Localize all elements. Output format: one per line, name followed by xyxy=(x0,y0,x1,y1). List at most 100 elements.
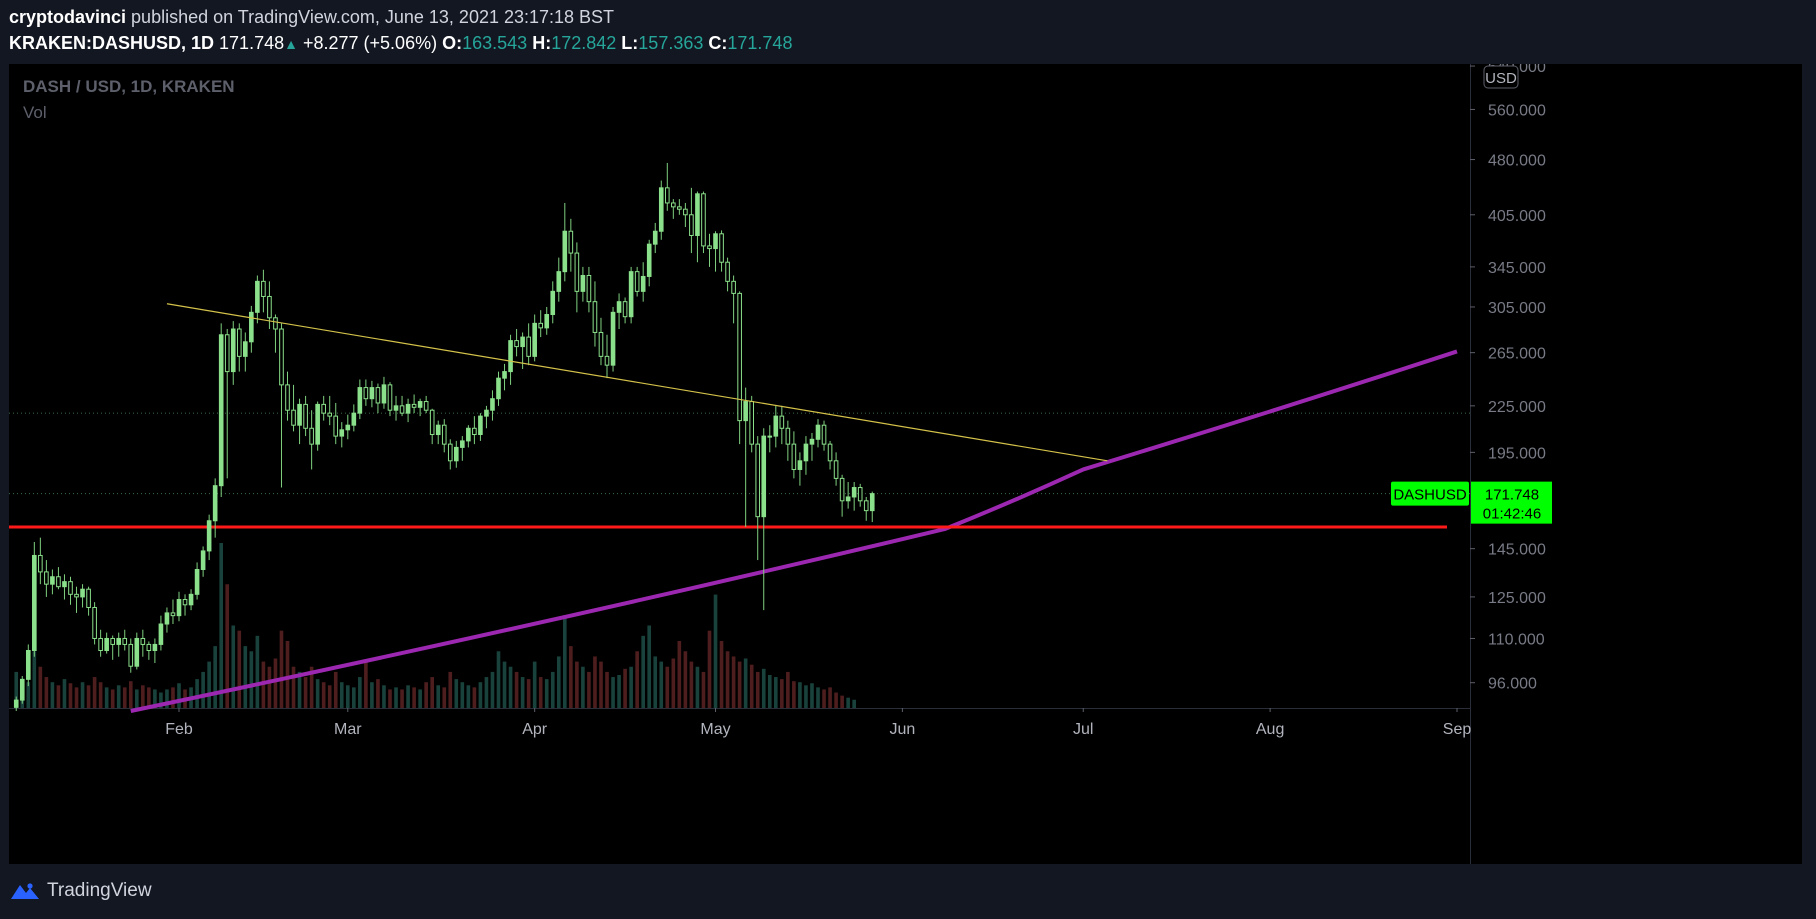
legend-title: DASH / USD, 1D, KRAKEN xyxy=(23,77,235,96)
candle-body xyxy=(689,214,694,236)
currency-button[interactable] xyxy=(1483,65,1519,89)
candle-body xyxy=(423,401,429,411)
currency-button-label: USD xyxy=(1485,70,1517,87)
volume-bar xyxy=(267,666,272,708)
volume-bar xyxy=(92,677,97,708)
candle-body xyxy=(152,643,158,652)
candle-body xyxy=(725,261,730,282)
volume-bar xyxy=(478,682,483,708)
candle-body xyxy=(297,403,302,426)
candle-body xyxy=(32,554,37,652)
candle-body xyxy=(538,322,544,329)
volume-bar xyxy=(243,646,248,708)
volume-bar xyxy=(436,685,441,708)
resistance-line[interactable] xyxy=(166,303,1108,462)
candle-body xyxy=(200,550,206,570)
candle-body xyxy=(170,612,176,617)
volume-bar xyxy=(68,683,73,708)
candle-body xyxy=(514,340,519,348)
volume-bar xyxy=(297,671,302,708)
volume-bar xyxy=(701,671,706,708)
candle-body xyxy=(50,576,55,585)
volume-bar xyxy=(719,640,724,708)
candle-body xyxy=(616,301,622,313)
symbol-price-tag xyxy=(1391,481,1469,506)
volume-bar xyxy=(780,679,784,708)
candle-body xyxy=(110,637,115,645)
candle-body xyxy=(610,311,616,366)
candle-body xyxy=(158,623,164,645)
candle-body xyxy=(212,485,218,522)
close-label: C: xyxy=(708,33,728,53)
candle-body xyxy=(773,415,779,437)
volume-bar xyxy=(104,687,109,708)
volume-bar xyxy=(502,661,507,708)
candle-body xyxy=(435,424,441,436)
last-price-tag xyxy=(1471,481,1552,524)
candle-body xyxy=(62,581,67,588)
candle-body xyxy=(604,355,610,366)
volume-bar xyxy=(767,675,772,708)
volume-bar xyxy=(725,651,730,708)
candle-body xyxy=(188,593,194,606)
candle-body xyxy=(803,443,809,462)
candle-body xyxy=(532,322,537,357)
candle-body xyxy=(56,576,61,588)
volume-bar xyxy=(50,682,55,708)
chart-area[interactable]: 96.000 110.000 125.000 145.000 195.000 225.00… xyxy=(9,64,1802,864)
header: cryptodavinci published on TradingView.c… xyxy=(0,0,1816,64)
volume-bar xyxy=(74,687,79,708)
open-value: 163.543 xyxy=(462,33,528,53)
volume-bar xyxy=(659,661,664,708)
candle-body xyxy=(845,496,851,502)
candle-body xyxy=(508,340,513,373)
volume-bar xyxy=(442,687,447,708)
volume-bar xyxy=(792,681,796,708)
candle-body xyxy=(381,384,387,404)
volume-bar xyxy=(219,543,224,708)
candle-body xyxy=(399,405,405,414)
candle-body xyxy=(206,520,212,552)
last-price-label: 171.748 xyxy=(1485,487,1539,504)
price-tick-label: 145.000 xyxy=(1488,542,1546,559)
volume-bar xyxy=(44,677,49,708)
volume-bar xyxy=(255,635,260,708)
volume-bar xyxy=(62,679,67,708)
volume-bar xyxy=(617,675,621,708)
candle-body xyxy=(429,409,435,436)
price-chart[interactable]: 96.000 110.000 125.000 145.000 195.000 225.00… xyxy=(9,64,1802,864)
symbol-label: KRAKEN:DASHUSD, 1D xyxy=(9,33,215,53)
candle-body xyxy=(460,440,465,448)
price-tick-label: 560.000 xyxy=(1488,102,1546,119)
candle-body xyxy=(550,290,556,316)
volume-bar xyxy=(743,658,748,708)
tradingview-logo-text: TradingView xyxy=(47,880,152,901)
time-tick-label: Aug xyxy=(1256,721,1284,738)
candle-body xyxy=(393,405,399,411)
volume-bar xyxy=(122,687,127,708)
volume-bar xyxy=(165,689,169,708)
candle-body xyxy=(701,193,706,247)
volume-bar xyxy=(593,656,597,708)
candle-body xyxy=(86,588,91,608)
symbol-tag-label: DASHUSD xyxy=(1393,487,1467,504)
time-tick-label: Apr xyxy=(522,721,548,738)
time-tick-label: May xyxy=(700,721,730,738)
bar-countdown: 01:42:46 xyxy=(1483,506,1541,523)
volume-bar xyxy=(147,687,151,708)
candle-body xyxy=(707,245,712,250)
volume-bar xyxy=(14,671,19,708)
tradingview-logo[interactable]: TradingView xyxy=(9,880,152,902)
author-name[interactable]: cryptodavinci xyxy=(9,7,127,27)
high-label: H: xyxy=(532,33,552,53)
volume-bar xyxy=(339,682,344,708)
candle-body xyxy=(116,637,122,645)
volume-bar xyxy=(418,689,422,708)
candle-body xyxy=(658,187,664,232)
trend-curve[interactable] xyxy=(130,349,1458,713)
publish-line: cryptodavinci published on TradingView.c… xyxy=(9,7,614,28)
candle-body xyxy=(128,643,134,667)
volume-bar xyxy=(466,685,471,708)
candle-body xyxy=(122,637,128,645)
candle-body xyxy=(140,637,146,645)
